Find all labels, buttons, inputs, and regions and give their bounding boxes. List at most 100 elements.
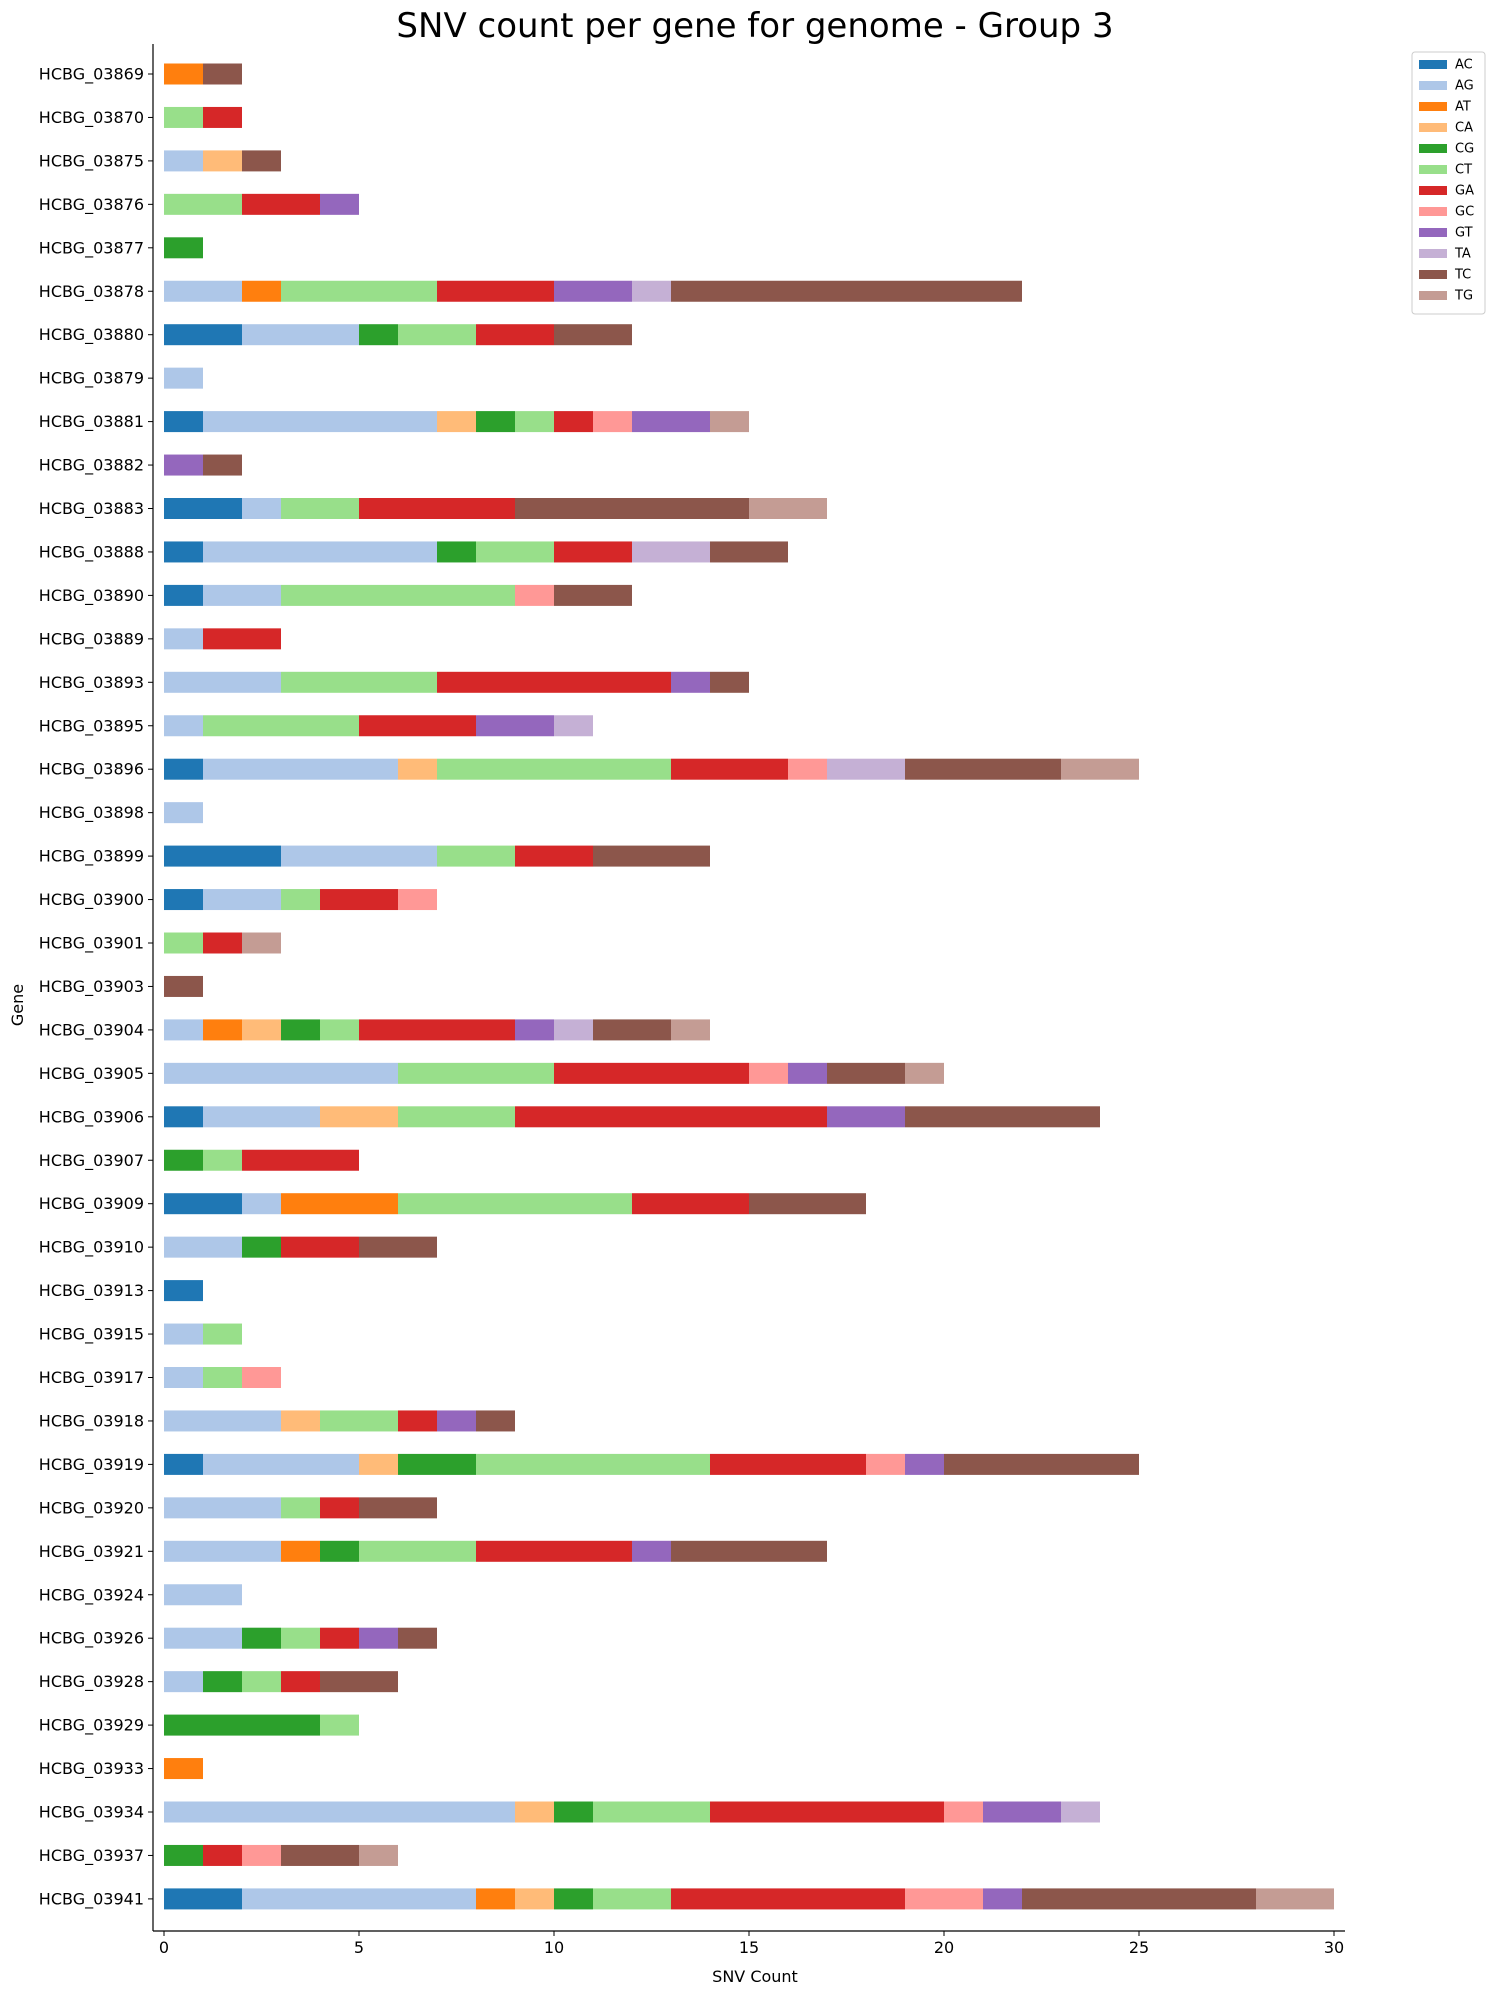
legend-swatch-AT: [1419, 102, 1447, 111]
bar-segment-TC-HCBG_03909: [749, 1193, 866, 1215]
bar-segment-CG-HCBG_03907: [164, 1149, 203, 1171]
y-tick-label: HCBG_03888: [39, 542, 144, 562]
legend-label-GA: GA: [1455, 184, 1474, 199]
bar-segment-GA-HCBG_03878: [437, 280, 554, 302]
bar-segment-GT-HCBG_03934: [983, 1801, 1061, 1823]
bar-segment-AG-HCBG_03921: [164, 1540, 281, 1562]
bar-segment-CG-HCBG_03926: [242, 1627, 281, 1649]
legend-swatch-TA: [1419, 249, 1447, 258]
bar-segment-TC-HCBG_03941: [1022, 1888, 1256, 1910]
bar-segment-CG-HCBG_03877: [164, 237, 203, 259]
bar-segment-GA-HCBG_03889: [203, 628, 281, 650]
bar-segment-GA-HCBG_03941: [671, 1888, 905, 1910]
bar-segment-GT-HCBG_03876: [320, 193, 359, 215]
bar-segment-GT-HCBG_03878: [554, 280, 632, 302]
bar-segment-TC-HCBG_03888: [710, 541, 788, 563]
y-tick-label: HCBG_03900: [39, 890, 144, 910]
bar-segment-TC-HCBG_03921: [671, 1540, 827, 1562]
bar-segment-TC-HCBG_03919: [944, 1453, 1139, 1475]
bar-segment-TG-HCBG_03937: [359, 1844, 398, 1866]
x-tick-label: 5: [354, 1938, 364, 1957]
y-tick-label: HCBG_03890: [39, 586, 144, 606]
legend-label-GC: GC: [1455, 205, 1474, 220]
bar-segment-CT-HCBG_03893: [281, 671, 437, 693]
bar-segment-TG-HCBG_03883: [749, 498, 827, 519]
bar-segment-CG-HCBG_03941: [554, 1888, 593, 1910]
bar-segment-AG-HCBG_03875: [164, 150, 203, 172]
bar-segment-CG-HCBG_03929: [164, 1714, 320, 1736]
bar-segment-AG-HCBG_03941: [242, 1888, 476, 1910]
y-tick-label: HCBG_03910: [39, 1238, 144, 1258]
legend: AC AG AT CA CG CT GA GC GT TA TC TG: [1411, 51, 1486, 315]
bar-segment-AG-HCBG_03906: [203, 1106, 320, 1128]
bar-segment-GT-HCBG_03906: [827, 1106, 905, 1128]
y-tick-label: HCBG_03921: [39, 1542, 144, 1562]
bar-segment-AG-HCBG_03910: [164, 1236, 242, 1258]
bar-segment-CG-HCBG_03904: [281, 1019, 320, 1041]
y-tick-label: HCBG_03875: [39, 151, 144, 171]
bar-segment-TC-HCBG_03906: [905, 1106, 1100, 1128]
y-tick-label: HCBG_03904: [39, 1020, 144, 1040]
legend-swatch-GC: [1419, 207, 1447, 216]
bar-segment-AG-HCBG_03919: [203, 1453, 359, 1475]
bar-segment-GT-HCBG_03926: [359, 1627, 398, 1649]
x-tick-label: 30: [1324, 1938, 1344, 1957]
y-tick-label: HCBG_03915: [39, 1325, 144, 1345]
bar-segment-GT-HCBG_03905: [788, 1062, 827, 1084]
bar-segment-GT-HCBG_03919: [905, 1453, 944, 1475]
bar-segment-AG-HCBG_03909: [242, 1193, 281, 1215]
bar-segment-AG-HCBG_03917: [164, 1367, 203, 1388]
bar-segment-CT-HCBG_03876: [164, 193, 242, 215]
y-tick-label: HCBG_03882: [39, 456, 144, 476]
y-tick-label: HCBG_03881: [39, 412, 144, 432]
bar-segment-AG-HCBG_03900: [203, 889, 281, 911]
bar-segment-CT-HCBG_03878: [281, 280, 437, 302]
bar-segment-AC-HCBG_03896: [164, 758, 203, 780]
legend-label-CT: CT: [1455, 163, 1472, 178]
legend-label-AT: AT: [1455, 100, 1471, 115]
legend-frame: [1411, 51, 1486, 315]
bar-segment-CT-HCBG_03919: [476, 1453, 710, 1475]
bar-segment-TG-HCBG_03896: [1061, 758, 1139, 780]
bar-segment-GA-HCBG_03895: [359, 715, 476, 737]
y-tick-label: HCBG_03913: [39, 1281, 144, 1301]
bar-segment-CG-HCBG_03937: [164, 1844, 203, 1866]
y-tick-label: HCBG_03880: [39, 325, 144, 345]
bar-segment-CT-HCBG_03915: [203, 1323, 242, 1345]
bar-segment-GA-HCBG_03888: [554, 541, 632, 563]
bar-segment-GC-HCBG_03890: [515, 584, 554, 606]
y-tick-label: HCBG_03895: [39, 716, 144, 736]
bar-segment-CA-HCBG_03896: [398, 758, 437, 780]
bar-segment-AC-HCBG_03919: [164, 1453, 203, 1475]
bar-segment-AT-HCBG_03904: [203, 1019, 242, 1041]
bar-segment-TC-HCBG_03920: [359, 1497, 437, 1519]
bar-segment-CT-HCBG_03895: [203, 715, 359, 737]
bar-segment-AC-HCBG_03900: [164, 889, 203, 911]
y-tick-label: HCBG_03896: [39, 760, 144, 780]
legend-label-AC: AC: [1455, 58, 1473, 73]
y-tick-label: HCBG_03901: [39, 934, 144, 954]
bar-segment-AC-HCBG_03941: [164, 1888, 242, 1910]
legend-swatch-GT: [1419, 228, 1447, 237]
bar-segment-GT-HCBG_03904: [515, 1019, 554, 1041]
bar-segment-CT-HCBG_03896: [437, 758, 671, 780]
bar-segment-TA-HCBG_03895: [554, 715, 593, 737]
y-tick-label: HCBG_03906: [39, 1107, 144, 1127]
legend-swatch-GA: [1419, 186, 1447, 195]
legend-label-TG: TG: [1454, 289, 1473, 304]
bar-segment-AG-HCBG_03899: [281, 845, 437, 867]
bar-segment-AG-HCBG_03880: [242, 324, 359, 346]
bar-segment-GA-HCBG_03919: [710, 1453, 866, 1475]
bar-segment-TA-HCBG_03888: [632, 541, 710, 563]
bar-segment-CT-HCBG_03905: [398, 1062, 554, 1084]
y-tick-label: HCBG_03924: [39, 1585, 144, 1605]
bar-segment-GA-HCBG_03900: [320, 889, 398, 911]
bar-segment-AG-HCBG_03934: [164, 1801, 515, 1823]
bar-segment-CG-HCBG_03919: [398, 1453, 476, 1475]
bar-segment-CA-HCBG_03918: [281, 1410, 320, 1432]
bar-segment-CA-HCBG_03919: [359, 1453, 398, 1475]
bar-segment-TC-HCBG_03937: [281, 1844, 359, 1866]
y-tick-label: HCBG_03903: [39, 977, 144, 997]
bar-segment-CG-HCBG_03888: [437, 541, 476, 563]
